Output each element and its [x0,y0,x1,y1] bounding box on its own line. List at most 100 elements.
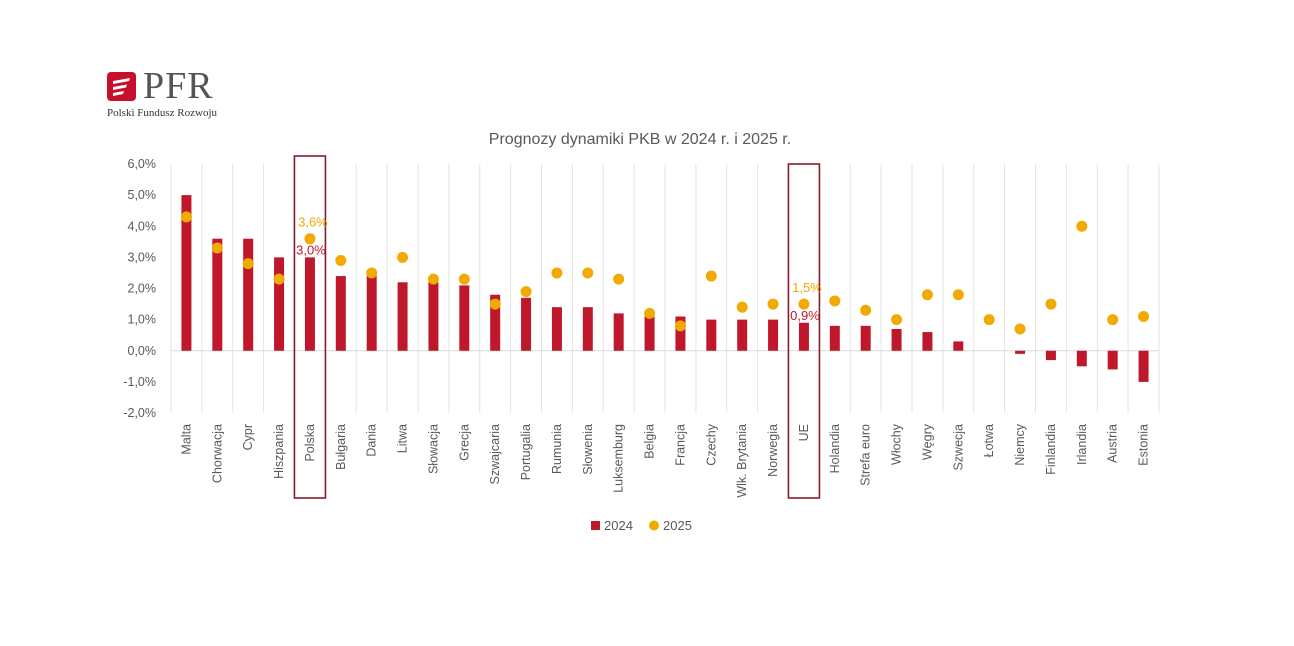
dot-2025 [489,298,501,310]
dot-2025 [891,314,903,326]
dot-2025 [520,286,532,298]
bar-2024 [490,294,501,351]
category-label: Finlandia [1044,424,1058,475]
category-label: Hiszpania [272,424,286,479]
category-label: Holandia [828,424,842,473]
bar-2024 [737,319,748,351]
dot-2025 [736,301,748,313]
dot-2025 [242,258,254,270]
data-label-2025: 3,6% [298,215,328,230]
chart-title: Prognozy dynamiki PKB w 2024 r. i 2025 r… [489,131,791,148]
bar-2024 [212,238,223,351]
category-label: Irlandia [1075,424,1089,465]
category-label: Malta [179,424,193,455]
bar-2024 [459,285,470,351]
category-label: Estonia [1137,424,1151,466]
dot-2025 [952,289,964,301]
category-label: Polska [303,424,317,462]
dot-2025 [674,320,686,332]
dot-2025 [366,267,378,279]
category-label: Wlk. Brytania [735,424,749,498]
category-label: Szwajcaria [488,424,502,484]
series-2024-bars [181,195,1149,382]
bar-2024 [829,325,840,351]
category-label: Litwa [396,424,410,453]
category-label: Słowenia [581,424,595,475]
series-2025-dots [180,211,1150,335]
highlights: 3,6% 3,0% 1,5% 0,9% [293,155,822,499]
dot-2025 [304,233,316,245]
data-label-2024: 3,0% [296,243,326,258]
category-label: Dania [365,424,379,457]
y-tick-label: 1,0% [128,313,157,327]
highlight-box [293,155,327,499]
bar-2024 [366,276,377,351]
dot-2025 [1107,314,1119,326]
dot-2025 [860,304,872,316]
highlight-box [787,163,821,499]
logo-subtitle: Polski Fundusz Rozwoju [107,107,218,119]
x-axis-categories: Malta Chorwacja Cypr Hiszpania Polska Bułgari… [179,423,1150,497]
legend: 2024 2025 [591,518,692,533]
dot-2025 [335,254,347,266]
legend-label-2024: 2024 [604,518,633,533]
category-label: UE [797,424,811,441]
pfr-logo: PFR Polski Fundusz Rozwoju [107,66,247,122]
legend-swatch-2024 [591,521,600,530]
dot-2025 [798,298,810,310]
dot-2025 [458,273,470,285]
category-label: Belgia [643,424,657,459]
dot-2025 [1138,311,1150,323]
bar-2024 [551,307,562,351]
y-tick-label: 4,0% [128,219,157,233]
bar-2024 [1107,350,1118,370]
bar-2024 [891,328,902,351]
y-axis-ticks: -2,0% -1,0% 0,0% 1,0% 2,0% 3,0% 4,0% 5,0% 6,0% [123,157,156,420]
bar-2024 [397,282,408,351]
category-label: Norwegia [766,424,780,477]
bar-2024 [521,297,532,351]
category-label: Austria [1106,424,1120,463]
dot-2025 [1045,298,1057,310]
bar-2024 [274,257,285,351]
legend-label-2025: 2025 [663,518,692,533]
dot-2025 [705,270,717,282]
dot-2025 [397,251,409,263]
category-label: Portugalia [519,424,533,480]
bar-2024 [706,319,717,351]
dot-2025 [427,273,439,285]
category-label: Grecja [457,424,471,461]
bar-2024 [428,282,439,351]
category-label: Niemcy [1013,423,1027,465]
bar-2024 [304,257,315,351]
dot-2025 [582,267,594,279]
data-label-2025: 1,5% [792,280,822,295]
category-label: Luksemburg [612,424,626,493]
dot-2025 [211,242,223,254]
bar-2024 [860,325,871,351]
y-tick-label: 0,0% [128,344,157,358]
category-label: Włochy [890,423,904,465]
bar-2024 [768,319,779,351]
category-label: Strefa euro [859,424,873,486]
legend-swatch-2025 [649,520,659,531]
y-tick-label: 5,0% [128,188,157,202]
bar-2024 [1015,350,1026,354]
bar-2024 [181,195,192,351]
bar-2024 [644,316,655,351]
dot-2025 [551,267,563,279]
bar-2024 [582,307,593,351]
dot-2025 [613,273,625,285]
grid [170,164,1160,413]
dot-2025 [180,211,192,223]
category-label: Węgry [920,423,934,460]
category-label: Słowacja [426,424,440,474]
dot-2025 [921,289,933,301]
pfr-logo-icon [107,72,136,101]
bar-2024 [1138,350,1149,382]
logo-name: PFR [143,65,214,107]
y-tick-label: 3,0% [128,250,157,264]
category-label: Szwecja [951,424,965,471]
bar-2024 [922,332,933,351]
bar-2024 [335,276,346,351]
